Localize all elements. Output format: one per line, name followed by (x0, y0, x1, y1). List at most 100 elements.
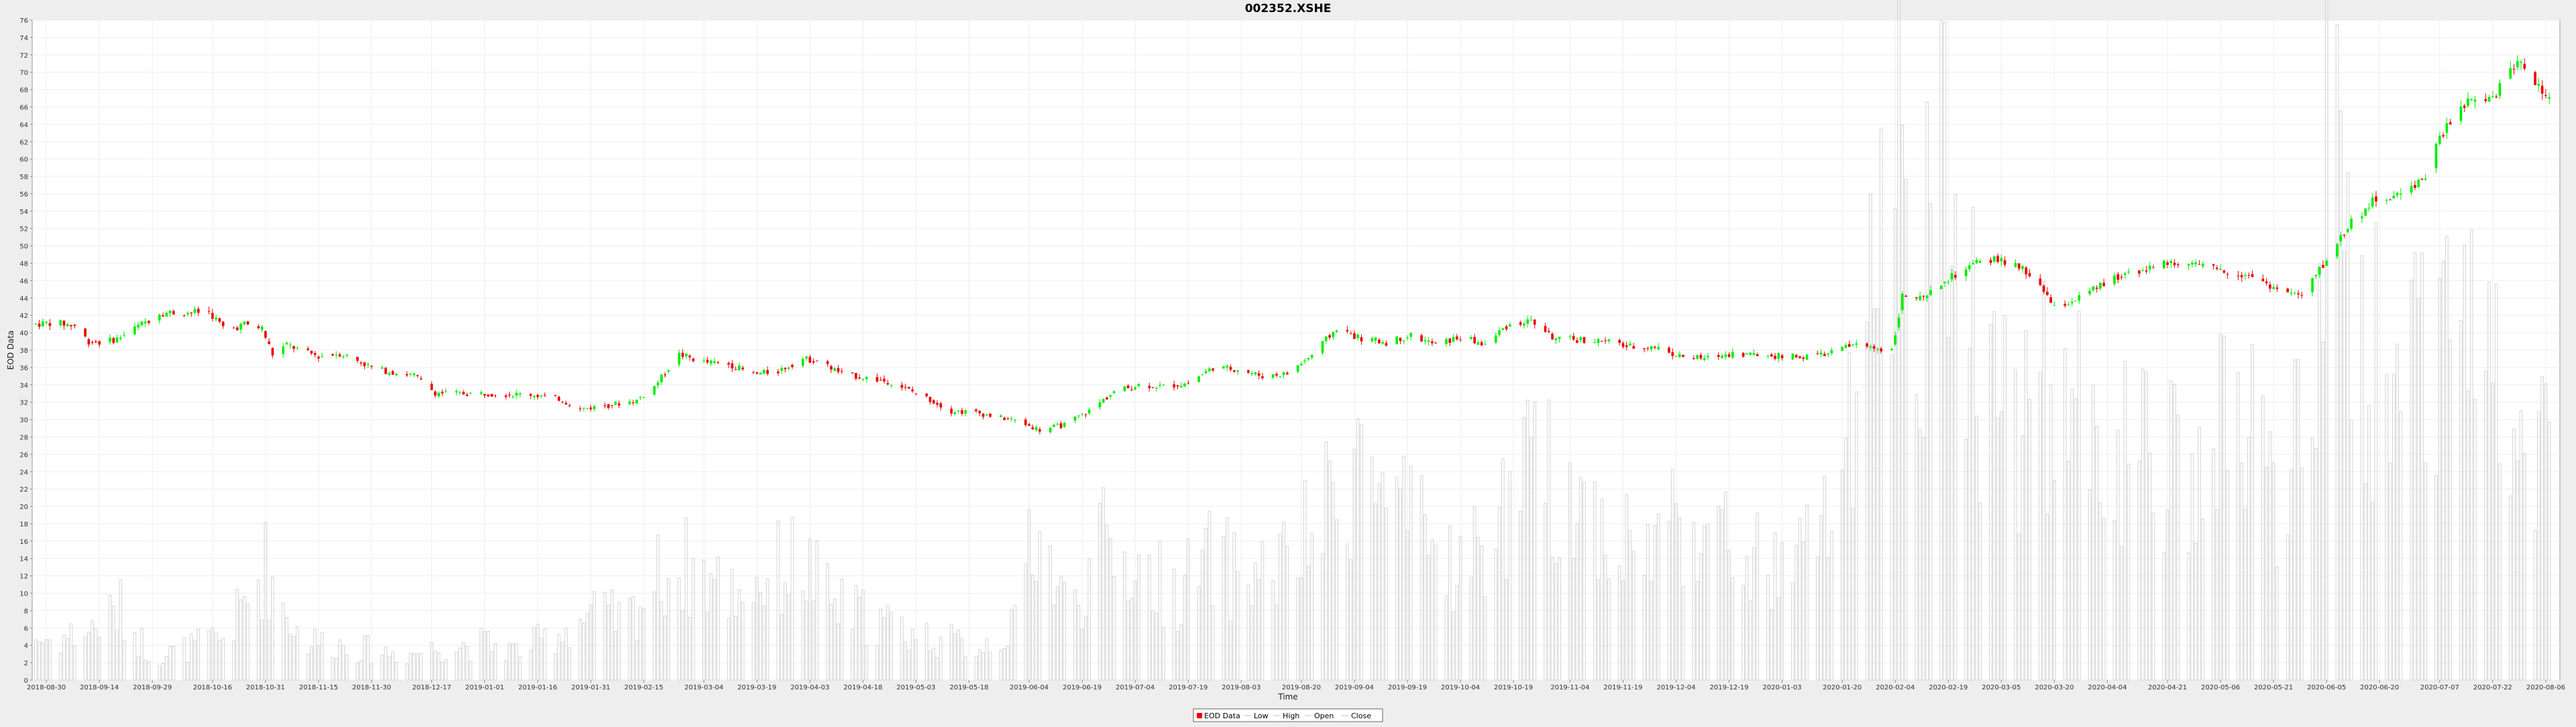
volume-bar (1642, 575, 1646, 681)
candle-up (1964, 269, 1968, 276)
volume-bar (2176, 414, 2180, 681)
y-tick-label: 4 (24, 642, 28, 650)
candle-up (586, 408, 589, 409)
candle-down (855, 373, 857, 379)
volume-bar (2070, 388, 2074, 681)
legend-swatch-eod-data (1197, 713, 1202, 718)
candle-down (808, 357, 812, 363)
candle-down (603, 405, 606, 406)
volume-bar (1943, 21, 1947, 681)
volume-bar (928, 651, 932, 681)
volume-bar (1063, 581, 1067, 681)
candle-down (978, 410, 981, 414)
x-tick-label: 2020-06-05 (2307, 684, 2346, 691)
candle-up (1406, 337, 1409, 339)
candle-down (494, 395, 497, 396)
candle-down (2534, 72, 2536, 85)
candle-down (1106, 397, 1108, 400)
volume-bar (1409, 465, 1413, 681)
volume-bar (890, 612, 893, 681)
volume-bar (787, 594, 791, 681)
y-tick-label: 68 (19, 87, 28, 95)
candle-up (1204, 371, 1208, 374)
candle-down (692, 358, 695, 361)
volume-bar (543, 628, 547, 681)
volume-bar (147, 661, 151, 681)
volume-bar (1925, 101, 1929, 681)
candle-down (741, 368, 745, 370)
volume-bar (1201, 549, 1204, 681)
candle-up (1897, 317, 1900, 328)
legend-frame (1193, 708, 1383, 722)
volume-bar (1307, 565, 1310, 681)
x-tick-label: 2020-05-06 (2201, 684, 2240, 691)
candle-down (1275, 374, 1278, 376)
volume-bar (1650, 581, 1653, 681)
legend-item-open: Open (1305, 712, 1334, 720)
candle-up (2148, 266, 2151, 270)
volume-bar (829, 604, 833, 681)
candle-down (1794, 355, 1798, 358)
candle-down (87, 339, 91, 345)
candle-up (2346, 229, 2349, 232)
candle-up (1678, 353, 1681, 357)
candle-up (1746, 353, 1748, 355)
volume-bar (1370, 457, 1374, 681)
candle-up (1593, 342, 1597, 343)
volume-bar (981, 652, 985, 681)
candle-up (45, 321, 48, 323)
candle-down (162, 315, 164, 317)
candle-up (1968, 265, 1971, 270)
candle-down (2095, 287, 2098, 289)
volume-bar (1303, 480, 1307, 681)
candle-up (1303, 360, 1307, 361)
candle-up (1056, 424, 1059, 425)
volume-bar (83, 636, 87, 681)
candle-down (1646, 347, 1650, 349)
candle-down (1232, 370, 1236, 372)
candle-up (215, 317, 217, 320)
volume-bar (1006, 645, 1010, 681)
volume-bar (1670, 469, 1674, 681)
y-tick-label: 76 (19, 17, 28, 25)
candle-up (2088, 290, 2091, 294)
candle-down (363, 362, 366, 366)
candle-down (232, 327, 235, 329)
candle-up (1109, 394, 1112, 397)
candle-down (1693, 357, 1695, 359)
volume-bar (2226, 469, 2229, 681)
candle-up (480, 392, 483, 394)
candle-down (38, 323, 41, 327)
candle-down (1006, 418, 1010, 420)
x-tick-label: 2020-01-03 (1763, 684, 1802, 691)
volume-bar (953, 632, 957, 681)
volume-bar (2508, 496, 2512, 681)
candle-up (763, 370, 765, 374)
candle-down (490, 394, 493, 397)
candle-up (1073, 416, 1077, 421)
volume-bar (2445, 235, 2449, 681)
volume-bar (568, 647, 572, 681)
chart-legend: EOD Data Low High Open Close (1193, 708, 1383, 722)
candle-up (1972, 263, 1975, 265)
candle-down (70, 325, 72, 327)
y-tick-label: 26 (19, 451, 28, 459)
volume-bar (1024, 563, 1028, 681)
candle-down (1148, 386, 1151, 388)
volume-bar (2416, 298, 2420, 681)
candle-up (2367, 207, 2371, 209)
candle-down (904, 386, 907, 388)
candle-up (59, 320, 62, 326)
candle-up (1890, 349, 1893, 351)
volume-bar (957, 629, 961, 681)
volume-bar (2222, 335, 2226, 681)
volume-bar (1798, 517, 1802, 681)
volume-bar (2385, 374, 2389, 681)
volume-bar (1444, 595, 1448, 681)
candle-up (2123, 273, 2127, 275)
candle-down (755, 372, 759, 374)
candle-up (802, 359, 804, 366)
candle-up (1123, 386, 1126, 392)
volume-bar (1597, 579, 1600, 681)
